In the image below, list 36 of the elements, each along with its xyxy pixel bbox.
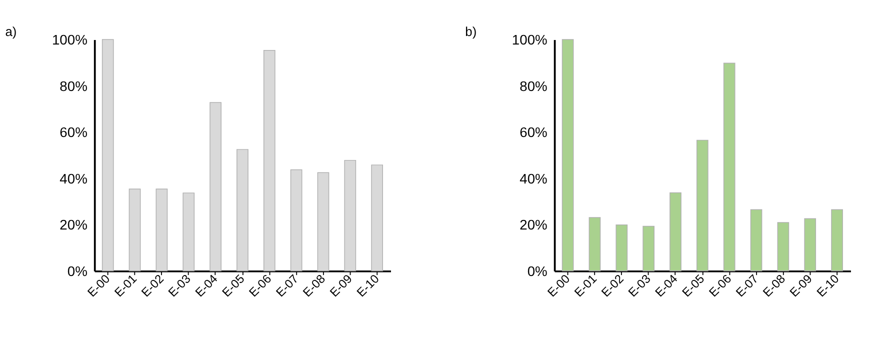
bar [128,188,141,272]
bar [210,102,222,272]
y-tick-label: 20% [520,216,548,233]
y-tick-label: 0% [67,262,88,279]
bar [317,172,330,272]
bar [804,218,816,272]
y-tick-label: 60% [60,124,88,140]
y-tick-label: 100% [52,32,88,48]
chart-title: b) [465,24,477,39]
bar [156,188,168,272]
bar [723,62,736,272]
bar [831,209,843,272]
y-tick-label: 20% [60,216,88,233]
bar [642,226,654,272]
bar [588,217,601,272]
bar [102,39,114,272]
bar [344,160,356,272]
y-tick-label: 80% [60,78,88,94]
y-tick-label: 60% [520,124,548,140]
bar [236,149,248,272]
y-tick-label: 0% [527,262,548,279]
y-tick-label: 40% [60,170,88,186]
bar [696,140,708,272]
y-tick-label: 80% [520,78,548,94]
bar [371,164,384,272]
bar [290,169,302,272]
bar [616,224,628,272]
bar [562,39,574,272]
bar [182,192,195,272]
bar [670,192,682,272]
bar [750,209,762,272]
y-tick-label: 100% [512,32,548,48]
bar [263,50,276,272]
y-tick-label: 40% [520,170,548,186]
chart-title: a) [5,24,17,39]
bar [777,222,790,272]
